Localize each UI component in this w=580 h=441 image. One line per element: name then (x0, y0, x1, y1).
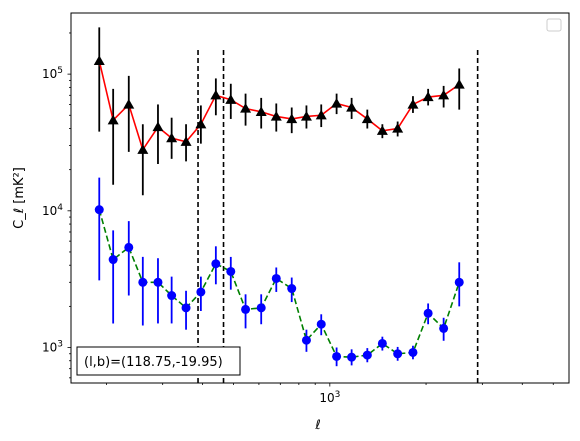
data-point-triangle (376, 125, 388, 135)
data-point-triangle (180, 136, 192, 146)
data-point-circle (271, 273, 281, 283)
data-point-circle (196, 287, 206, 297)
plot-frame (70, 12, 570, 384)
data-point-triangle (407, 98, 419, 109)
data-point-circle (454, 277, 464, 287)
data-point-triangle (392, 123, 404, 133)
data-point-triangle (225, 94, 237, 104)
y-tick-label: 105 (42, 66, 63, 81)
data-point-triangle (166, 132, 178, 143)
data-point-triangle (270, 110, 282, 121)
data-point-triangle (438, 89, 450, 100)
data-point-circle (301, 335, 311, 345)
data-point-circle (316, 319, 326, 329)
x-tick-label: 103 (319, 390, 340, 405)
annotation-text: (l,b)=(118.75,-19.95) (84, 355, 223, 370)
data-point-circle (124, 242, 134, 252)
data-point-circle (108, 255, 118, 265)
data-point-triangle (123, 98, 135, 109)
data-point-circle (256, 303, 266, 313)
series-layer (93, 27, 465, 367)
data-point-circle (211, 259, 221, 269)
data-point-circle (393, 349, 403, 359)
data-point-triangle (137, 144, 149, 154)
data-point-circle (153, 277, 163, 287)
y-axis-label: C_ℓ [mK²] (12, 167, 27, 229)
data-point-circle (332, 351, 342, 361)
data-point-triangle (422, 91, 434, 102)
data-point-circle (94, 205, 104, 215)
data-point-circle (287, 284, 297, 294)
legend-box (546, 18, 562, 32)
data-point-circle (241, 304, 251, 314)
data-point-triangle (315, 109, 327, 120)
data-point-circle (167, 291, 177, 301)
data-point-circle (226, 266, 236, 276)
legend-frame (546, 18, 562, 32)
data-point-circle (423, 308, 433, 318)
data-point-circle (377, 338, 387, 348)
data-point-triangle (210, 89, 222, 100)
data-point-triangle (240, 103, 252, 113)
data-point-triangle (346, 101, 358, 112)
data-point-triangle (453, 78, 465, 89)
data-point-triangle (195, 118, 207, 129)
axis-ticks: 103 103 104 105 (42, 32, 554, 405)
x-axis-label: ℓ (314, 418, 320, 433)
data-point-circle (181, 303, 191, 313)
data-point-triangle (331, 97, 343, 108)
data-point-triangle (286, 113, 298, 124)
data-point-triangle (107, 114, 119, 125)
data-point-circle (362, 350, 372, 360)
series-2 (94, 177, 464, 367)
data-point-circle (439, 323, 449, 333)
data-point-triangle (361, 113, 373, 124)
annotation-frame (76, 346, 241, 376)
data-point-circle (138, 277, 148, 287)
data-point-triangle (255, 106, 267, 116)
y-tick-label: 104 (42, 203, 63, 218)
data-point-circle (408, 347, 418, 357)
y-tick-label: 103 (42, 340, 63, 355)
annotation-box: (l,b)=(118.75,-19.95) (76, 346, 241, 376)
series-1 (93, 27, 465, 196)
data-point-triangle (152, 121, 164, 132)
data-point-triangle (300, 110, 312, 121)
data-point-circle (347, 352, 357, 362)
data-point-triangle (93, 55, 105, 66)
